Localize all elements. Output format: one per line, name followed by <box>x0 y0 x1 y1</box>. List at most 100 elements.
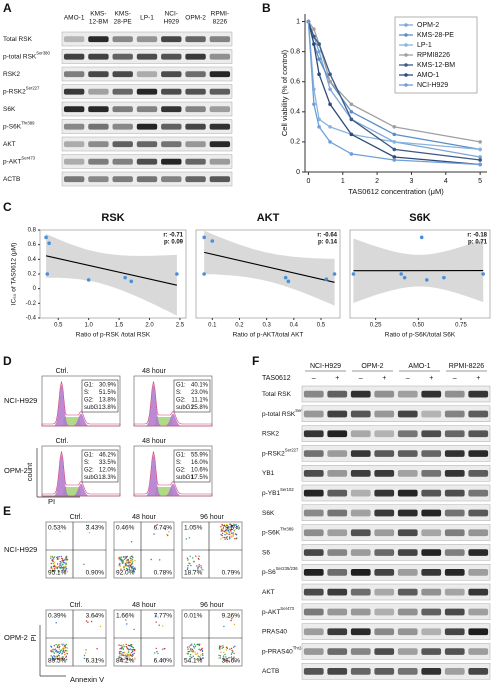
event-dot <box>53 565 56 567</box>
event-dot <box>166 533 168 536</box>
western-blot-row <box>301 484 491 502</box>
blot-band <box>374 628 395 636</box>
stats-box <box>81 449 119 483</box>
event-dot <box>219 657 221 659</box>
event-dot <box>63 646 65 648</box>
cell-line-header: RPMI-8226 <box>449 363 485 370</box>
stat-value: 3.8% <box>102 405 116 411</box>
event-dot <box>234 660 236 662</box>
data-point <box>312 34 316 39</box>
blot-band <box>112 106 133 113</box>
blot-band <box>112 158 133 165</box>
blot-band <box>185 141 206 148</box>
condition-label: 96 hour <box>200 514 224 521</box>
blot-band <box>209 141 231 148</box>
event-dot <box>58 644 60 646</box>
event-dot <box>201 657 204 659</box>
data-point <box>283 275 288 280</box>
event-dot <box>120 651 122 653</box>
protein-label: p-AKTSer473 <box>3 156 36 166</box>
event-dot <box>220 526 222 528</box>
blot-band <box>136 71 158 78</box>
event-dot <box>224 534 226 536</box>
event-dot <box>132 560 134 563</box>
blot-band <box>209 123 231 130</box>
event-dot <box>200 567 202 569</box>
event-dot <box>225 649 228 651</box>
chart-title: S6K <box>409 212 430 224</box>
event-dot <box>64 566 67 568</box>
data-point <box>481 272 485 276</box>
event-dot <box>226 536 228 538</box>
cell-line-header: H929 <box>164 19 180 26</box>
stat-value: 16.0% <box>191 460 209 466</box>
blot-band <box>303 410 324 418</box>
event-dot <box>222 659 224 661</box>
event-dot <box>126 555 128 558</box>
event-dot <box>66 658 68 661</box>
blot-band <box>88 141 109 148</box>
data-point <box>328 87 332 92</box>
event-dot <box>54 648 56 650</box>
y-tick-label: -0.2 <box>26 301 37 307</box>
event-dot <box>124 655 126 657</box>
blot-band <box>444 430 465 438</box>
event-dot <box>231 649 233 652</box>
western-blot-row <box>301 385 491 403</box>
legend-marker <box>404 83 408 87</box>
event-dot <box>198 564 200 566</box>
event-dot <box>187 653 189 655</box>
blot-band <box>327 588 348 596</box>
blot-band <box>350 390 371 398</box>
protein-name: p-RSK2 <box>262 450 285 457</box>
protein-label: p-S6KThr389 <box>262 527 294 537</box>
event-dot <box>51 566 53 568</box>
blot-band <box>112 176 133 183</box>
event-dot <box>234 537 236 540</box>
event-dot <box>223 524 226 526</box>
quadrant-percent: 3.64% <box>86 613 105 620</box>
event-dot <box>127 565 130 567</box>
event-dot <box>198 643 200 645</box>
blot-band <box>136 158 158 165</box>
blot-band <box>468 549 489 556</box>
event-dot <box>126 568 129 570</box>
x-axis-label: Ratio of p-RSK /total RSK <box>76 332 151 339</box>
event-dot <box>230 531 232 533</box>
event-dot <box>123 645 125 648</box>
event-dot <box>55 643 57 646</box>
event-dot <box>123 653 125 656</box>
blot-band <box>136 106 158 113</box>
data-point <box>312 27 316 31</box>
stat-annotation: p: 0.14 <box>318 240 338 246</box>
data-point <box>399 272 404 276</box>
event-dot <box>118 557 120 559</box>
quadrant-percent: 6.40% <box>154 658 173 665</box>
event-dot <box>196 658 199 660</box>
protein-name: p-S6 <box>262 569 276 576</box>
legend-label: OPM-2 <box>417 22 439 29</box>
x-tick-label: 2.5 <box>176 323 185 329</box>
blot-band <box>112 71 133 78</box>
event-dot <box>64 558 66 560</box>
condition-label: 48 hour <box>142 368 166 375</box>
data-point <box>478 162 482 167</box>
event-dot <box>62 569 64 571</box>
blot-band <box>374 569 395 576</box>
blot-band <box>327 430 348 438</box>
cell-line-header: OPM-2 <box>185 15 206 22</box>
blot-band <box>161 106 182 113</box>
blot-band <box>185 123 206 130</box>
stat-annotation: r: -0.71 <box>163 233 183 239</box>
blot-band <box>327 509 348 517</box>
stat-value: 30.9% <box>99 383 117 389</box>
protein-name: Total RSK <box>3 36 33 43</box>
event-dot <box>156 524 158 526</box>
event-dot <box>202 654 204 656</box>
event-dot <box>219 647 221 649</box>
panel-letter: A <box>3 1 12 15</box>
blot-band <box>112 36 133 43</box>
event-dot <box>198 648 200 650</box>
event-dot <box>126 646 128 649</box>
x-axis-label: Annexin V <box>70 675 104 684</box>
